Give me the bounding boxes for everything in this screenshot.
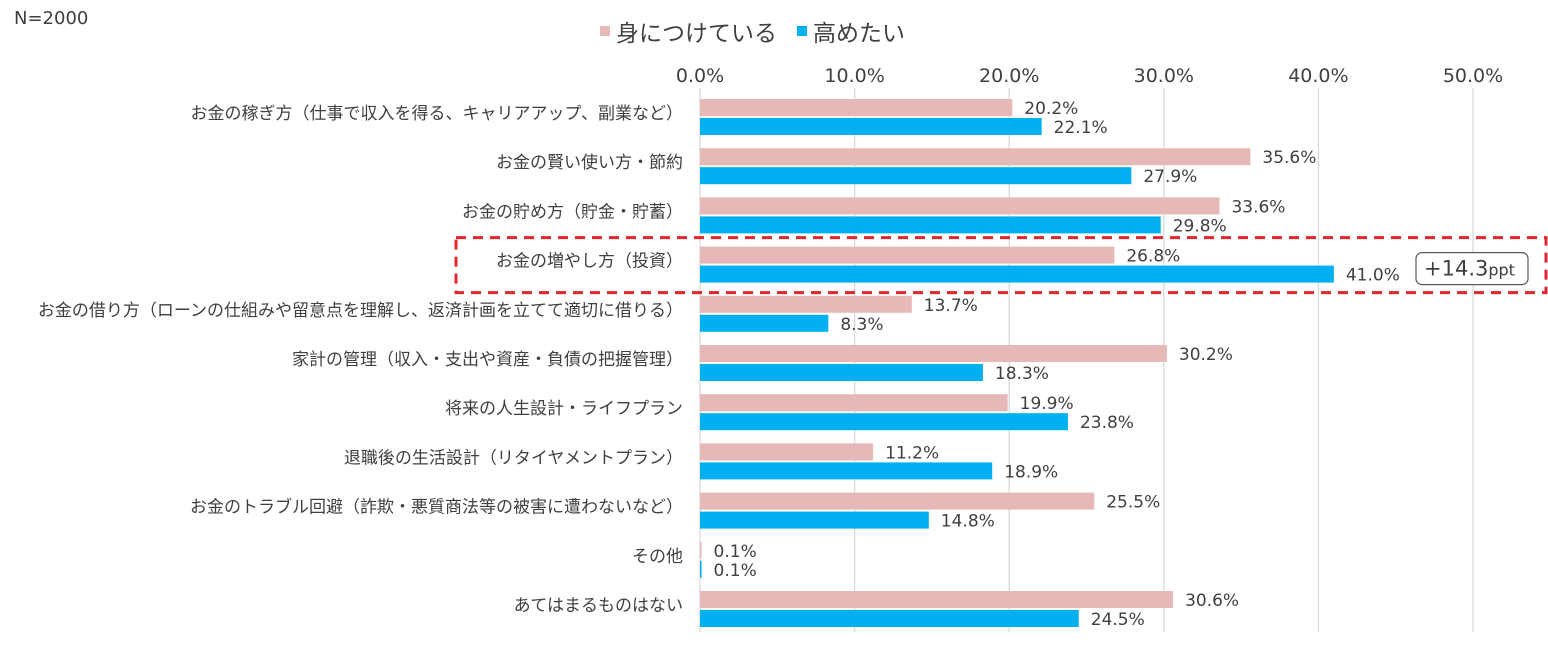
category-label-10: あてはまるものはない: [514, 596, 683, 616]
annotation-box: [1415, 252, 1529, 286]
bar-series-2-3: [700, 265, 1334, 283]
annotation-text: +14.3ppt: [1424, 257, 1515, 281]
annotation-main: +14.3: [1424, 257, 1488, 281]
value-label-series-2-10: 24.5%: [1091, 610, 1145, 630]
x-tick-label-1: 10.0%: [824, 65, 884, 87]
category-label-3: お金の増やし方（投資）: [496, 252, 683, 272]
value-label-series-2-7: 18.9%: [1004, 462, 1058, 482]
bar-series-2-1: [700, 167, 1132, 185]
category-label-8: お金のトラブル回避（詐欺・悪質商法等の被害に遭わないなど）: [190, 497, 683, 518]
bar-series-1-9: [700, 541, 702, 559]
category-label-5: 家計の管理（収入・支出や資産・負債の把握管理）: [292, 350, 683, 370]
annotation-unit: ppt: [1488, 261, 1515, 280]
value-label-series-1-9: 0.1%: [714, 542, 757, 562]
bar-series-1-5: [700, 345, 1167, 362]
category-label-6: 将来の人生設計・ライフプラン: [445, 399, 683, 419]
value-label-series-2-2: 29.8%: [1173, 216, 1227, 236]
legend-swatch-series-1: [600, 26, 610, 36]
bar-series-2-5: [700, 364, 983, 381]
x-tick-label-2: 20.0%: [979, 65, 1039, 87]
value-label-series-1-2: 33.6%: [1231, 197, 1285, 217]
value-label-series-1-3: 26.8%: [1126, 247, 1180, 267]
x-tick-label-3: 30.0%: [1134, 65, 1194, 87]
bar-series-2-7: [700, 462, 993, 480]
bar-series-2-6: [700, 413, 1068, 431]
value-label-series-2-3: 41.0%: [1346, 266, 1400, 286]
bar-series-2-0: [700, 118, 1042, 135]
x-tick-label-4: 40.0%: [1288, 65, 1348, 87]
value-label-series-2-4: 8.3%: [840, 315, 883, 335]
category-label-9: その他: [632, 547, 683, 567]
value-label-series-1-5: 30.2%: [1179, 345, 1233, 365]
highlight-box: [454, 236, 1548, 295]
bar-series-1-8: [700, 492, 1095, 510]
bar-series-2-9: [700, 560, 702, 578]
category-label-1: お金の賢い使い方・節約: [496, 152, 683, 173]
value-label-series-2-9: 0.1%: [714, 561, 757, 581]
bar-series-1-1: [700, 148, 1251, 166]
category-label-7: 退職後の生活設計（リタイヤメントプラン）: [344, 448, 683, 468]
value-label-series-1-4: 13.7%: [924, 296, 978, 316]
sample-size-label: N=2000: [14, 8, 89, 29]
category-label-2: お金の貯め方（貯金・貯蓄）: [462, 202, 683, 222]
value-label-series-1-8: 25.5%: [1106, 493, 1160, 513]
bar-series-1-6: [700, 394, 1008, 412]
legend-swatch-series-2: [797, 26, 807, 36]
bar-series-2-2: [700, 216, 1161, 234]
bar-series-1-7: [700, 443, 874, 461]
value-label-series-1-6: 19.9%: [1020, 394, 1074, 414]
category-label-0: お金の稼ぎ方（仕事で収入を得る、キャリアアップ、副業など）: [191, 104, 684, 124]
legend-label-series-2: 高めたい: [813, 21, 905, 47]
x-tick-label-0: 0.0%: [676, 65, 724, 87]
value-label-series-2-5: 18.3%: [995, 364, 1049, 384]
legend-label-series-1: 身につけている: [616, 21, 777, 47]
bar-series-1-10: [700, 591, 1174, 608]
category-label-4: お金の借り方（ローンの仕組みや留意点を理解し、返済計画を立てて適切に借りる）: [38, 301, 683, 321]
chart-legend: 身につけている 高めたい: [600, 14, 925, 48]
x-tick-label-5: 50.0%: [1443, 65, 1503, 87]
bar-series-2-10: [700, 610, 1079, 627]
legend-item-series-1: 身につけている: [600, 14, 777, 48]
value-label-series-2-6: 23.8%: [1080, 413, 1134, 433]
bar-series-1-2: [700, 197, 1220, 215]
bar-series-1-3: [700, 246, 1115, 264]
bar-series-2-4: [700, 314, 829, 332]
value-label-series-2-0: 22.1%: [1054, 118, 1108, 138]
value-label-series-1-0: 20.2%: [1024, 99, 1078, 119]
value-label-series-2-8: 14.8%: [941, 512, 995, 532]
value-label-series-1-7: 11.2%: [885, 443, 939, 463]
value-label-series-1-1: 35.6%: [1262, 148, 1316, 168]
value-label-series-1-10: 30.6%: [1185, 591, 1239, 611]
bar-series-1-4: [700, 295, 912, 313]
legend-item-series-2: 高めたい: [797, 14, 905, 48]
value-label-series-2-1: 27.9%: [1143, 167, 1197, 187]
bar-series-2-8: [700, 511, 929, 529]
bar-series-1-0: [700, 99, 1013, 116]
